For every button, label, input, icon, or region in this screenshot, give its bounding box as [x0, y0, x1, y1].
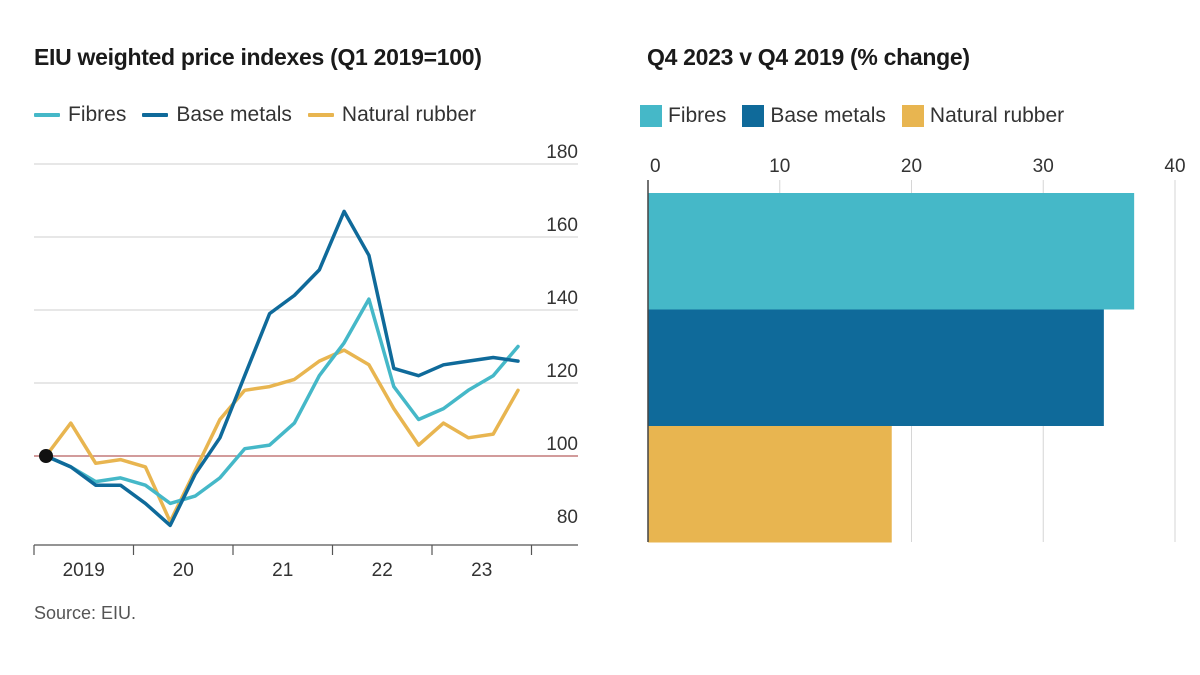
bar-legend-label-base-metals: Base metals: [770, 104, 886, 127]
bar-base-metals: [648, 309, 1104, 426]
bar-legend-item-natural-rubber: Natural rubber: [901, 104, 1065, 128]
legend-swatch-base-metals: [142, 113, 169, 117]
bar-x-tick-label-40: 40: [1164, 156, 1185, 177]
x-tick-label-22: 22: [372, 560, 393, 581]
bar-fibres: [648, 193, 1135, 310]
source-note: Source: EIU.: [34, 603, 137, 623]
legend-item-fibres: Fibres: [34, 103, 126, 127]
bar-legend-item-fibres: Fibres: [640, 104, 726, 128]
bar-chart-legend: Fibres Base metals Natural rubber: [640, 104, 1080, 128]
legend-item-natural-rubber: Natural rubber: [307, 103, 477, 127]
line-chart-legend: Fibres Base metals Natural rubber: [34, 103, 492, 127]
legend-item-base-metals: Base metals: [142, 103, 292, 127]
bar-x-tick-label-20: 20: [901, 156, 922, 177]
bar-x-tick-label-30: 30: [1033, 156, 1054, 177]
bar-legend-item-base-metals: Base metals: [742, 104, 886, 128]
legend-swatch-natural-rubber: [307, 113, 334, 117]
y-tick-label-180: 180: [546, 142, 578, 163]
line-chart-title: EIU weighted price indexes (Q1 2019=100): [34, 44, 482, 70]
bar-x-tick-label-10: 10: [769, 156, 790, 177]
legend-label-natural-rubber: Natural rubber: [341, 103, 477, 126]
y-tick-label-100: 100: [546, 434, 578, 455]
x-tick-label-23: 23: [471, 560, 492, 581]
series-line-fibres: [44, 297, 520, 506]
series-line-base-metals: [44, 209, 520, 528]
baseline-start-dot: [39, 449, 53, 463]
bar-chart: 0 10 20 30 40: [647, 156, 1186, 543]
legend-label-fibres: Fibres: [68, 103, 127, 126]
bar-legend-swatch-natural-rubber: [901, 105, 924, 127]
bar-legend-label-fibres: Fibres: [668, 104, 727, 127]
line-chart: 80 100 120 140 160 180 2019 20 21 22 23: [33, 142, 578, 581]
bar-legend-swatch-base-metals: [742, 105, 765, 127]
legend-swatch-fibres: [34, 113, 60, 117]
y-tick-label-140: 140: [546, 288, 578, 309]
y-tick-label-160: 160: [546, 215, 578, 236]
x-tick-label-20: 20: [173, 560, 194, 581]
bar-legend-swatch-fibres: [640, 105, 662, 127]
y-tick-label-80: 80: [557, 507, 578, 528]
legend-label-base-metals: Base metals: [176, 103, 292, 126]
x-tick-label-2019: 2019: [63, 560, 105, 581]
y-tick-label-120: 120: [546, 361, 578, 382]
series-line-natural-rubber: [44, 348, 520, 524]
bar-x-tick-label-0: 0: [650, 156, 661, 177]
bar-legend-label-natural-rubber: Natural rubber: [929, 104, 1065, 127]
bar-natural-rubber: [648, 426, 892, 543]
x-tick-label-21: 21: [272, 560, 293, 581]
bar-chart-title: Q4 2023 v Q4 2019 (% change): [647, 44, 970, 70]
